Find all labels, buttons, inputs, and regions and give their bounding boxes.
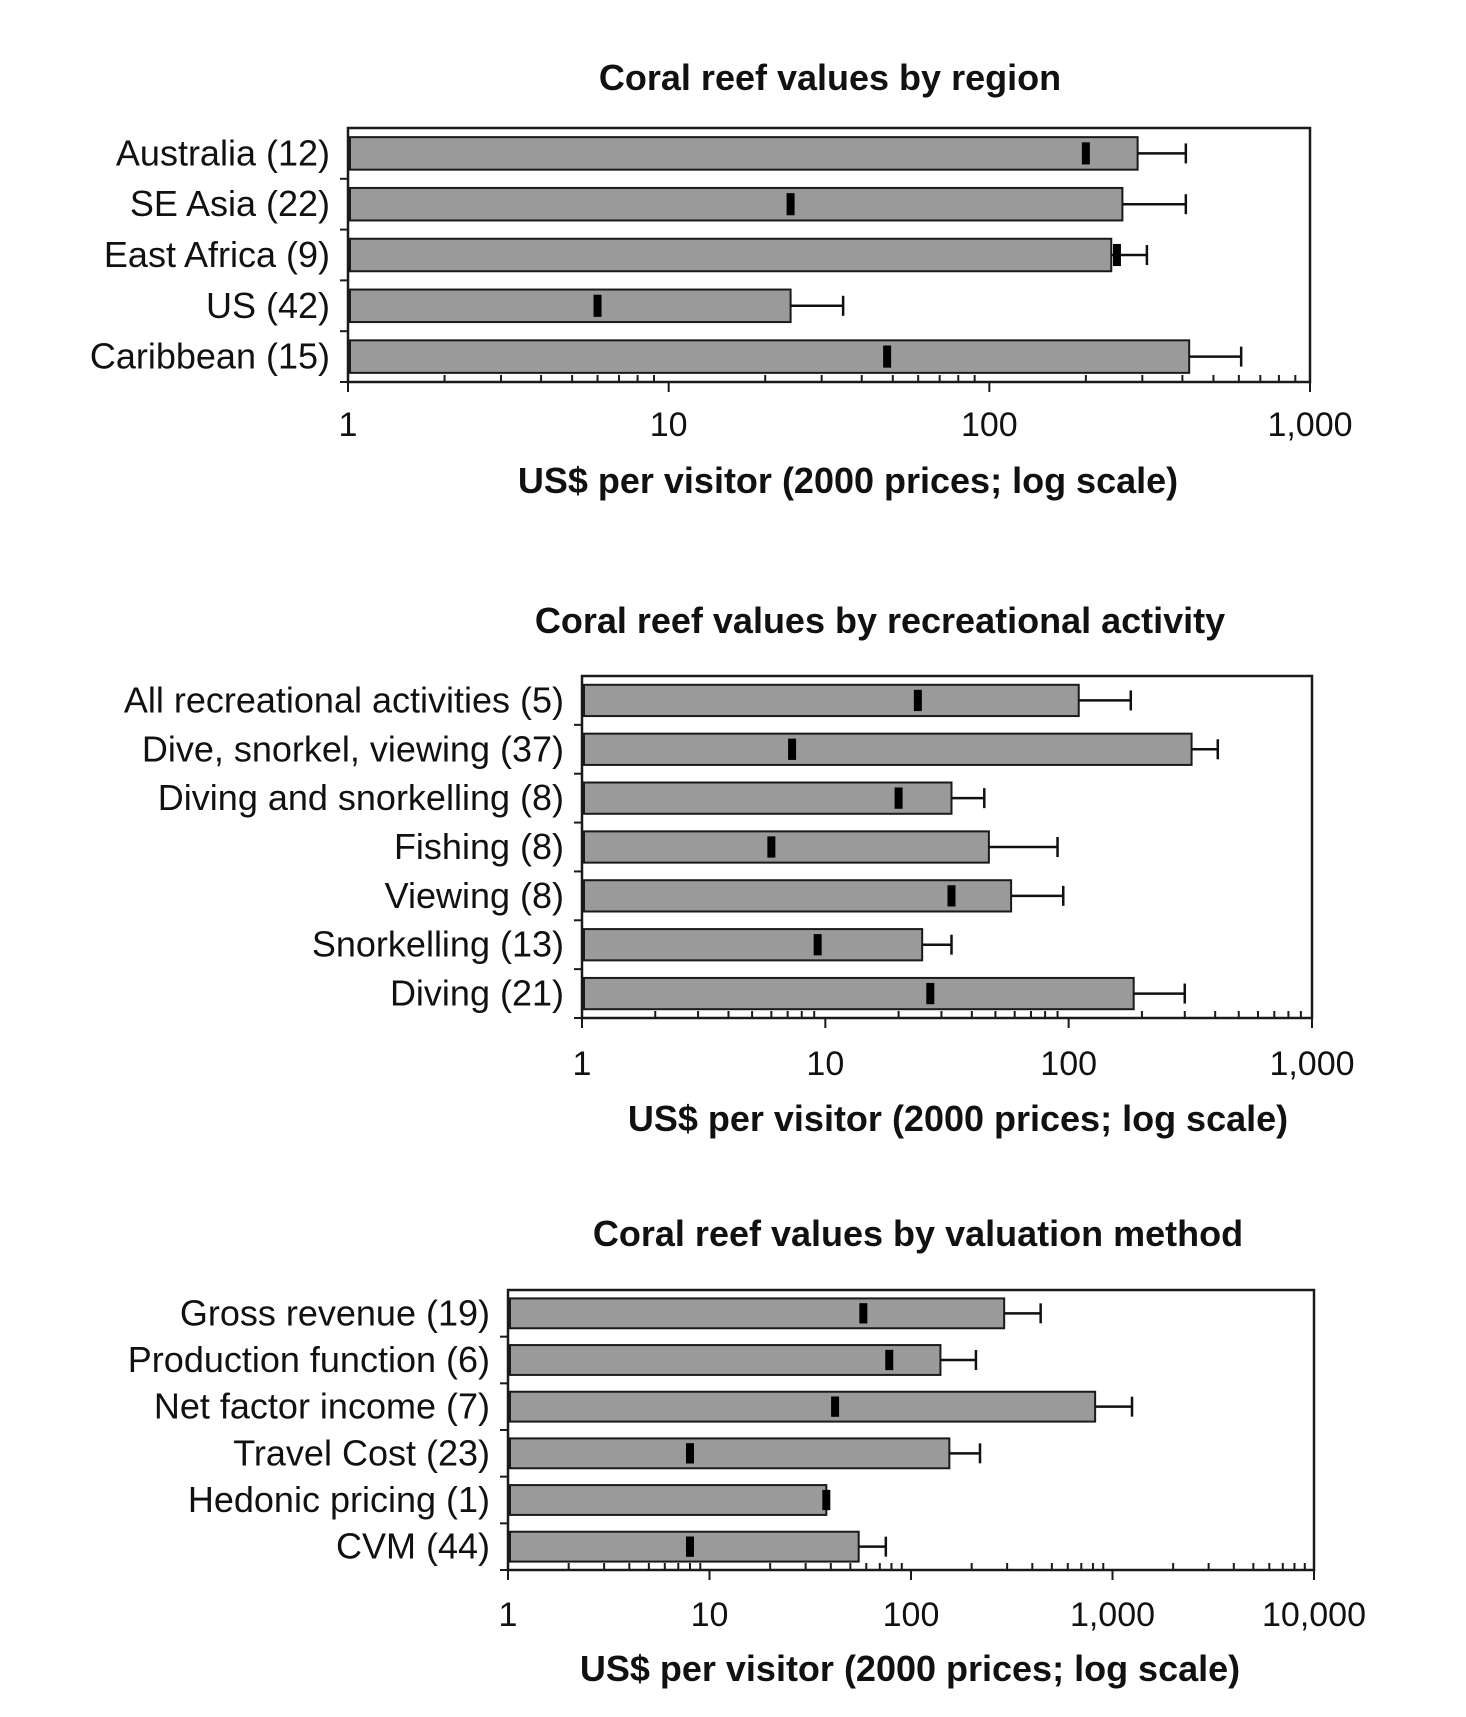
x-axis-label: US$ per visitor (2000 prices; log scale)	[628, 1098, 1288, 1139]
bar	[349, 237, 1113, 273]
plot-frame	[506, 1288, 1316, 1572]
chart-3: Coral reef values by valuation method 1 10…	[128, 1213, 1366, 1689]
category-label: Hedonic pricing (1)	[188, 1479, 490, 1520]
bar	[583, 928, 924, 962]
chart-title: Coral reef values by region	[599, 57, 1061, 98]
bar	[583, 781, 953, 815]
category-label: Australia (12)	[116, 132, 330, 173]
x-tick-label: 1,000	[1070, 1596, 1155, 1634]
chart-2: Coral reef values by recreational activi…	[124, 600, 1355, 1139]
bar	[509, 1484, 828, 1516]
bar	[349, 186, 1124, 222]
category-label: Fishing (8)	[394, 826, 564, 867]
bar	[509, 1344, 942, 1376]
category-label: CVM (44)	[336, 1526, 490, 1567]
x-tick-label: 100	[961, 406, 1018, 444]
bar	[349, 136, 1139, 171]
category-label: SE Asia (22)	[130, 183, 330, 224]
x-tick-label: 1	[339, 406, 358, 444]
plot-frame	[346, 126, 1312, 384]
x-tick-label: 10	[650, 406, 688, 444]
x-axis-label: US$ per visitor (2000 prices; log scale)	[518, 460, 1178, 501]
category-label: Dive, snorkel, viewing (37)	[142, 728, 564, 769]
bar	[583, 830, 990, 864]
x-tick-label: 1	[499, 1596, 518, 1634]
bar	[583, 683, 1080, 718]
category-label: Viewing (8)	[385, 875, 564, 916]
category-label: All recreational activities (5)	[124, 679, 564, 720]
x-tick-label: 1,000	[1269, 1045, 1354, 1083]
bar	[583, 879, 1013, 913]
category-label: Travel Cost (23)	[233, 1432, 490, 1473]
category-label: US (42)	[206, 285, 330, 326]
x-tick-label: 100	[883, 1596, 940, 1634]
bar	[509, 1530, 860, 1563]
x-tick-label: 1	[573, 1045, 592, 1083]
chart-title: Coral reef values by valuation method	[593, 1213, 1243, 1254]
category-label: Caribbean (15)	[90, 336, 330, 377]
bar	[349, 339, 1191, 374]
category-label: Diving and snorkelling (8)	[158, 777, 564, 818]
category-label: Diving (21)	[390, 973, 564, 1014]
category-label: Net factor income (7)	[154, 1386, 490, 1427]
category-label: East Africa (9)	[104, 234, 330, 275]
bar	[509, 1297, 1006, 1330]
bar	[509, 1390, 1097, 1423]
x-axis-label: US$ per visitor (2000 prices; log scale)	[580, 1648, 1240, 1689]
bar	[583, 976, 1135, 1011]
category-label: Production function (6)	[128, 1339, 490, 1380]
bar	[583, 732, 1193, 766]
bar	[349, 288, 792, 324]
chart-1: Coral reef values by region 1 10 100 1,000 US…	[90, 57, 1353, 501]
category-label: Snorkelling (13)	[312, 924, 564, 965]
chart-title: Coral reef values by recreational activi…	[535, 600, 1225, 641]
x-tick-label: 10	[691, 1596, 729, 1634]
x-tick-label: 100	[1040, 1045, 1097, 1083]
bar	[509, 1437, 951, 1470]
x-tick-label: 10	[806, 1045, 844, 1083]
category-label: Gross revenue (19)	[180, 1292, 490, 1333]
x-tick-label: 10,000	[1262, 1596, 1366, 1634]
plot-frame	[580, 674, 1314, 1020]
x-tick-label: 1,000	[1267, 406, 1352, 444]
